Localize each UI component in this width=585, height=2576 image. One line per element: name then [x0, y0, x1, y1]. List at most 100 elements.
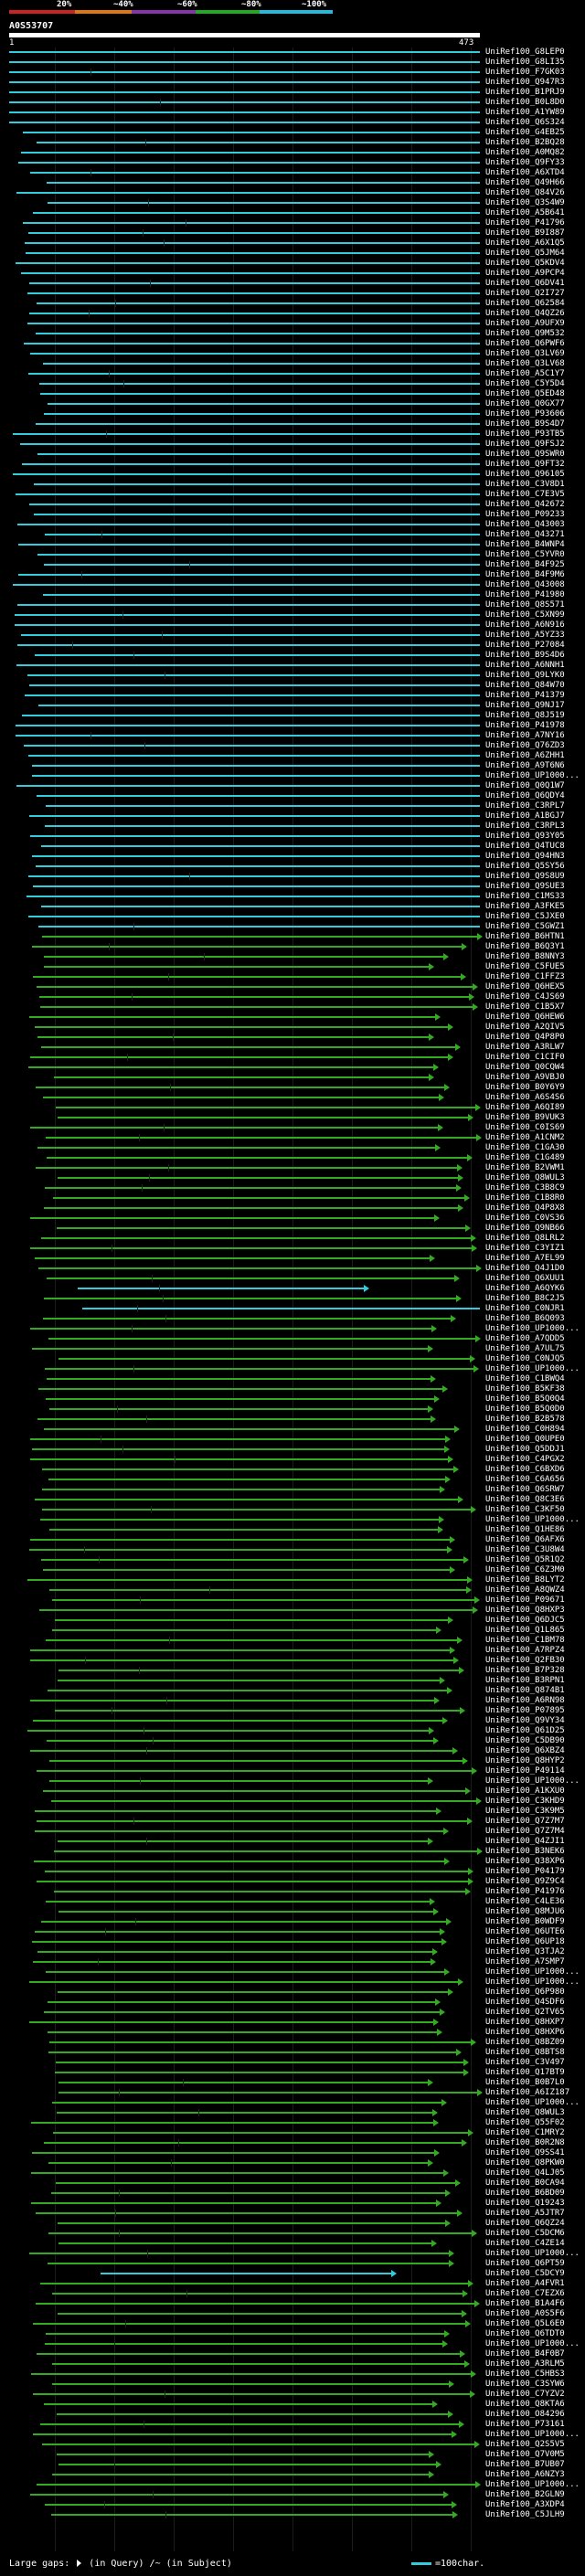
hit-row[interactable]: UniRef100_C5JLH9: [0, 2510, 585, 2520]
hit-label[interactable]: UniRef100_A7EL99: [485, 1254, 565, 1263]
hit-label[interactable]: UniRef100_C1BWQ4: [485, 1374, 565, 1383]
hit-row[interactable]: UniRef100_UP1000...: [0, 1364, 585, 1374]
hit-row[interactable]: UniRef100_C3B8C9: [0, 1183, 585, 1193]
hit-label[interactable]: UniRef100_Q8PKW0: [485, 2158, 565, 2168]
hit-label[interactable]: UniRef100_C6Z3M0: [485, 1565, 565, 1574]
hit-label[interactable]: UniRef100_Q62584: [485, 299, 565, 308]
hit-label[interactable]: UniRef100_Q0CQW4: [485, 1063, 565, 1072]
hit-row[interactable]: UniRef100_Q84W70: [0, 681, 585, 691]
hit-row[interactable]: UniRef100_P93TB5: [0, 429, 585, 440]
hit-row[interactable]: UniRef100_Q8BTS8: [0, 2048, 585, 2058]
hit-label[interactable]: UniRef100_C1MRY2: [485, 2128, 565, 2137]
hit-label[interactable]: UniRef100_UP1000...: [485, 1776, 580, 1786]
hit-label[interactable]: UniRef100_C3K9M5: [485, 1807, 565, 1816]
hit-row[interactable]: UniRef100_Q0GX77: [0, 399, 585, 409]
hit-label[interactable]: UniRef100_Q6XBZ4: [485, 1746, 565, 1755]
hit-row[interactable]: UniRef100_C0H894: [0, 1425, 585, 1435]
hit-row[interactable]: UniRef100_C1G489: [0, 1153, 585, 1163]
hit-label[interactable]: UniRef100_B5KF38: [485, 1384, 565, 1394]
hit-label[interactable]: UniRef100_A6XTD4: [485, 168, 565, 177]
hit-label[interactable]: UniRef100_P27084: [485, 641, 565, 650]
hit-row[interactable]: UniRef100_G8LI35: [0, 58, 585, 68]
hit-row[interactable]: UniRef100_Q93Y05: [0, 832, 585, 842]
hit-row[interactable]: UniRef100_Q43271: [0, 530, 585, 540]
hit-row[interactable]: UniRef100_B0B7L0: [0, 2078, 585, 2088]
hit-row[interactable]: UniRef100_C3U8W4: [0, 1545, 585, 1555]
hit-label[interactable]: UniRef100_P41796: [485, 218, 565, 228]
hit-row[interactable]: UniRef100_C5GWZ1: [0, 922, 585, 932]
hit-row[interactable]: UniRef100_UP1000...: [0, 2430, 585, 2440]
hit-label[interactable]: UniRef100_Q8HXP7: [485, 2018, 565, 2027]
hit-label[interactable]: UniRef100_Q2TV65: [485, 2008, 565, 2017]
hit-row[interactable]: UniRef100_O84296: [0, 2410, 585, 2420]
hit-label[interactable]: UniRef100_B2VWM1: [485, 1163, 565, 1172]
hit-label[interactable]: UniRef100_P09671: [485, 1595, 565, 1605]
hit-label[interactable]: UniRef100_C5DCY9: [485, 2269, 565, 2278]
hit-row[interactable]: UniRef100_Q1HE86: [0, 1525, 585, 1535]
hit-row[interactable]: UniRef100_Q8C3E6: [0, 1495, 585, 1505]
hit-row[interactable]: UniRef100_Q8HYP2: [0, 1756, 585, 1766]
hit-label[interactable]: UniRef100_C0NJR1: [485, 1304, 565, 1313]
hit-row[interactable]: UniRef100_C1BWQ4: [0, 1374, 585, 1384]
hit-row[interactable]: UniRef100_C0VS36: [0, 1214, 585, 1224]
hit-row[interactable]: UniRef100_Q3TJA2: [0, 1947, 585, 1957]
hit-label[interactable]: UniRef100_C3V497: [485, 2058, 565, 2067]
hit-label[interactable]: UniRef100_A6X1Q5: [485, 239, 565, 248]
hit-row[interactable]: UniRef100_C5HBS3: [0, 2369, 585, 2380]
hit-label[interactable]: UniRef100_C3YIZ1: [485, 1244, 565, 1253]
hit-row[interactable]: UniRef100_Q4P8X8: [0, 1203, 585, 1214]
hit-row[interactable]: UniRef100_Q5ED48: [0, 389, 585, 399]
hit-label[interactable]: UniRef100_C3KHD9: [485, 1797, 565, 1806]
hit-label[interactable]: UniRef100_C5FUE5: [485, 962, 565, 971]
hit-label[interactable]: UniRef100_P41379: [485, 691, 565, 700]
hit-row[interactable]: UniRef100_C1GA30: [0, 1143, 585, 1153]
hit-label[interactable]: UniRef100_Q6PT59: [485, 2259, 565, 2268]
hit-label[interactable]: UniRef100_Q5DDJ1: [485, 1445, 565, 1454]
hit-row[interactable]: UniRef100_P09671: [0, 1595, 585, 1606]
hit-row[interactable]: UniRef100_A6X1Q5: [0, 239, 585, 249]
hit-label[interactable]: UniRef100_B6Q3Y1: [485, 942, 565, 951]
hit-label[interactable]: UniRef100_Q9SWR0: [485, 450, 565, 459]
hit-row[interactable]: UniRef100_B9I887: [0, 228, 585, 239]
hit-label[interactable]: UniRef100_Q8HYP2: [485, 1756, 565, 1765]
hit-row[interactable]: UniRef100_Q8HXP7: [0, 2018, 585, 2028]
hit-label[interactable]: UniRef100_Q4P8P0: [485, 1033, 565, 1042]
hit-label[interactable]: UniRef100_Q9NB66: [485, 1224, 565, 1233]
hit-row[interactable]: UniRef100_C5Y5D4: [0, 379, 585, 389]
hit-row[interactable]: UniRef100_B1A4F6: [0, 2299, 585, 2309]
hit-row[interactable]: UniRef100_A4FVR1: [0, 2279, 585, 2289]
hit-label[interactable]: UniRef100_Q8HXP3: [485, 1606, 565, 1615]
hit-row[interactable]: UniRef100_A6IZ187: [0, 2088, 585, 2098]
hit-label[interactable]: UniRef100_P09233: [485, 510, 565, 519]
hit-row[interactable]: UniRef100_Q6QDY4: [0, 791, 585, 801]
hit-label[interactable]: UniRef100_Q61D25: [485, 1726, 565, 1735]
hit-row[interactable]: UniRef100_B9VUK3: [0, 1113, 585, 1123]
hit-row[interactable]: UniRef100_Q6PT59: [0, 2259, 585, 2269]
hit-row[interactable]: UniRef100_G8LEP0: [0, 48, 585, 58]
hit-row[interactable]: UniRef100_G4EB25: [0, 128, 585, 138]
hit-row[interactable]: UniRef100_B0CA94: [0, 2178, 585, 2189]
hit-row[interactable]: UniRef100_P04179: [0, 1867, 585, 1877]
hit-row[interactable]: UniRef100_Q9NB66: [0, 1224, 585, 1234]
hit-label[interactable]: UniRef100_Q6HEW6: [485, 1012, 565, 1022]
hit-label[interactable]: UniRef100_A3RLW7: [485, 1043, 565, 1052]
hit-row[interactable]: UniRef100_P41980: [0, 590, 585, 600]
hit-label[interactable]: UniRef100_P93606: [485, 409, 565, 419]
hit-row[interactable]: UniRef100_C0NJQ5: [0, 1354, 585, 1364]
hit-row[interactable]: UniRef100_Q1L865: [0, 1626, 585, 1636]
hit-label[interactable]: UniRef100_B9I887: [485, 228, 565, 238]
hit-row[interactable]: UniRef100_Q6QZ24: [0, 2219, 585, 2229]
hit-label[interactable]: UniRef100_A6NNH1: [485, 661, 565, 670]
hit-label[interactable]: UniRef100_Q4LJ05: [485, 2168, 565, 2178]
hit-row[interactable]: UniRef100_Q5KDV4: [0, 259, 585, 269]
hit-label[interactable]: UniRef100_Q76ZD3: [485, 741, 565, 750]
hit-row[interactable]: UniRef100_A0S5F6: [0, 2309, 585, 2319]
hit-row[interactable]: UniRef100_C3V8D1: [0, 480, 585, 490]
hit-row[interactable]: UniRef100_Q8BZ09: [0, 2038, 585, 2048]
hit-row[interactable]: UniRef100_Q4SDF6: [0, 1998, 585, 2008]
hit-label[interactable]: UniRef100_B6HTN1: [485, 932, 565, 941]
hit-row[interactable]: UniRef100_A8QWZ4: [0, 1585, 585, 1595]
hit-row[interactable]: UniRef100_B5Q0D0: [0, 1405, 585, 1415]
hit-label[interactable]: UniRef100_C0NJQ5: [485, 1354, 565, 1363]
hit-row[interactable]: UniRef100_Q8HXP6: [0, 2028, 585, 2038]
